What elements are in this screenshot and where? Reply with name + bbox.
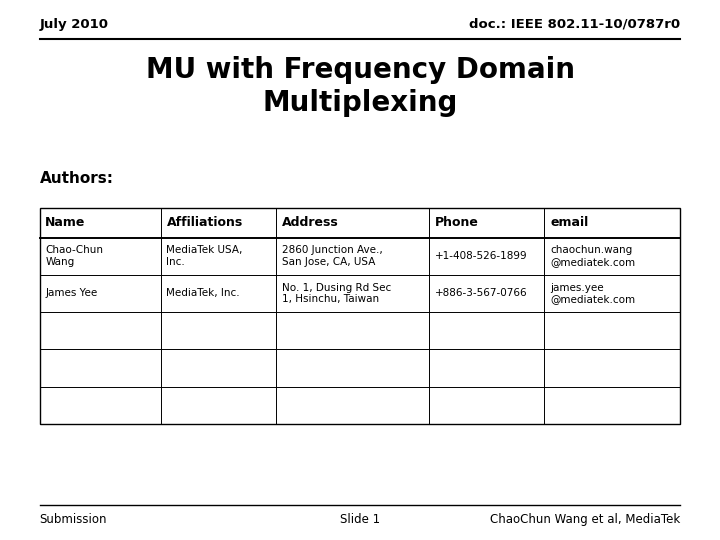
Text: james.yee
@mediatek.com: james.yee @mediatek.com [550,283,635,305]
Text: Slide 1: Slide 1 [340,513,380,526]
Text: MU with Frequency Domain
Multiplexing: MU with Frequency Domain Multiplexing [145,56,575,117]
Text: James Yee: James Yee [45,288,98,299]
Text: No. 1, Dusing Rd Sec
1, Hsinchu, Taiwan: No. 1, Dusing Rd Sec 1, Hsinchu, Taiwan [282,283,392,305]
Text: MediaTek, Inc.: MediaTek, Inc. [166,288,240,299]
Bar [40,208,680,424]
Text: Submission: Submission [40,513,107,526]
Text: +1-408-526-1899: +1-408-526-1899 [435,251,527,261]
Text: Authors:: Authors: [40,171,114,186]
Text: July 2010: July 2010 [40,18,109,31]
Text: Chao-Chun
Wang: Chao-Chun Wang [45,245,104,267]
Text: Phone: Phone [435,216,478,229]
Text: Address: Address [282,216,339,229]
Text: doc.: IEEE 802.11-10/0787r0: doc.: IEEE 802.11-10/0787r0 [469,18,680,31]
Text: Affiliations: Affiliations [166,216,243,229]
Text: 2860 Junction Ave.,
San Jose, CA, USA: 2860 Junction Ave., San Jose, CA, USA [282,245,383,267]
Text: chaochun.wang
@mediatek.com: chaochun.wang @mediatek.com [550,245,635,267]
Text: Name: Name [45,216,86,229]
Text: email: email [550,216,588,229]
Text: +886-3-567-0766: +886-3-567-0766 [435,288,527,299]
Text: MediaTek USA,
Inc.: MediaTek USA, Inc. [166,245,243,267]
Text: ChaoChun Wang et al, MediaTek: ChaoChun Wang et al, MediaTek [490,513,680,526]
